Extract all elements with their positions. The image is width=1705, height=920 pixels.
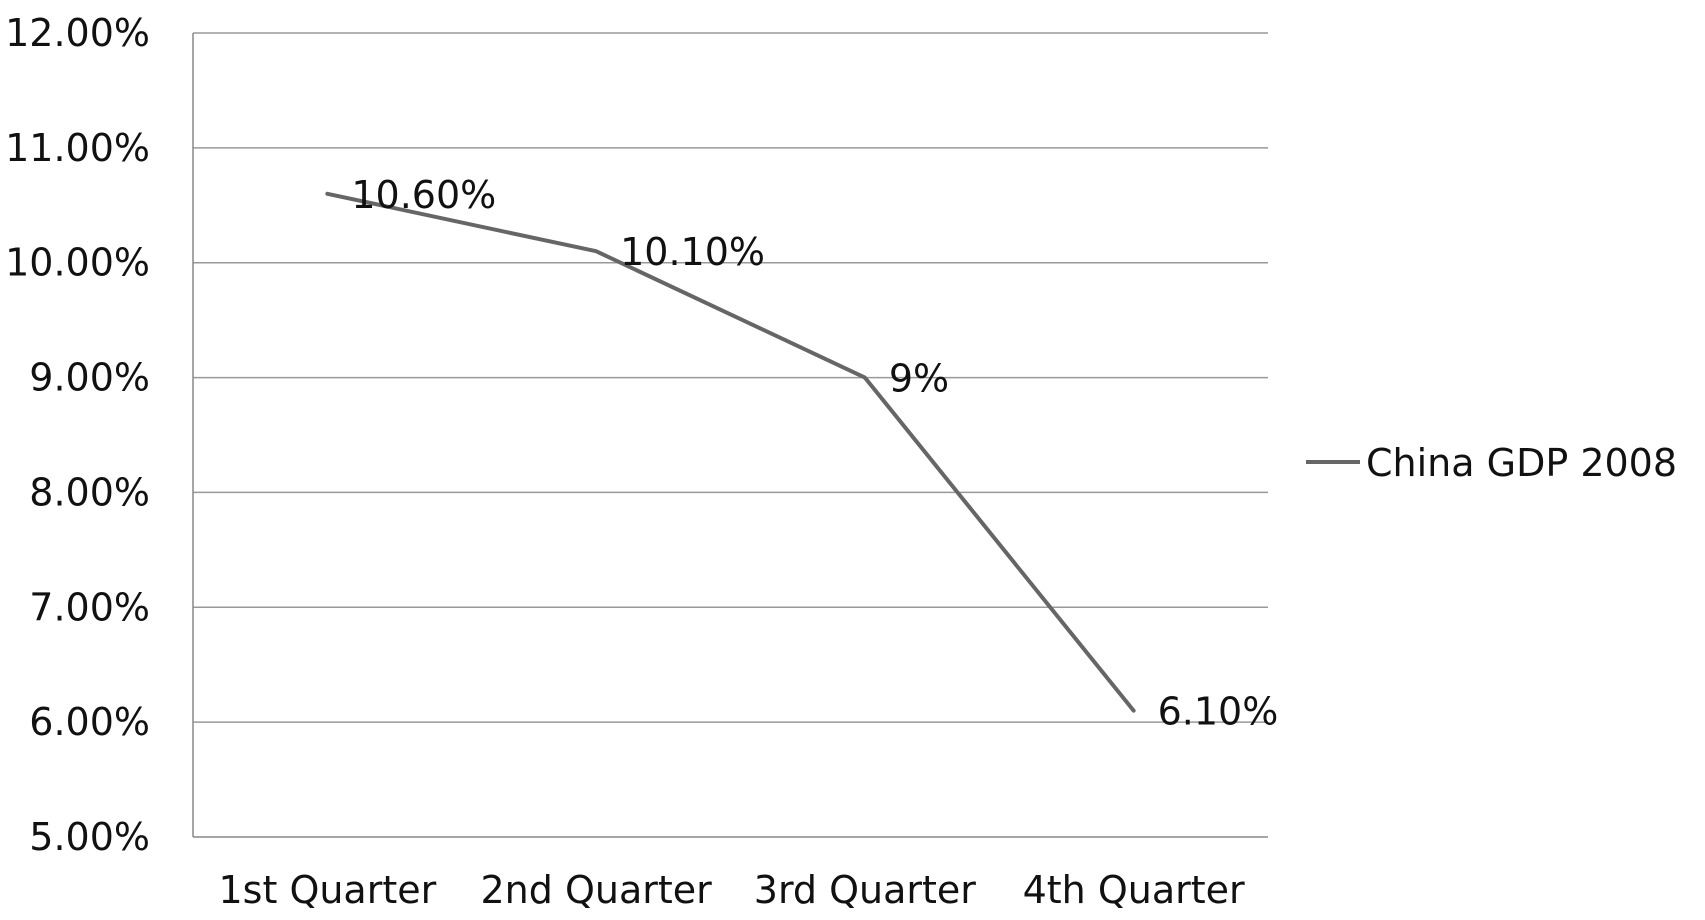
y-tick-label: 11.00% xyxy=(5,126,150,170)
x-tick-label: 3rd Quarter xyxy=(754,868,977,912)
x-tick-label: 1st Quarter xyxy=(218,868,436,912)
y-axis-tick-labels: 5.00% 6.00% 7.00% 8.00% 9.00% 10.00% 11.00% 12.… xyxy=(5,11,150,859)
data-label: 9% xyxy=(889,357,949,401)
x-tick-label: 4th Quarter xyxy=(1023,868,1245,912)
data-label: 10.60% xyxy=(351,173,496,217)
y-tick-label: 10.00% xyxy=(5,241,150,285)
series xyxy=(325,191,1136,713)
y-tick-label: 8.00% xyxy=(29,470,150,514)
y-tick-label: 9.00% xyxy=(29,356,150,400)
data-label: 6.10% xyxy=(1158,690,1279,734)
data-label: 10.10% xyxy=(620,230,765,274)
data-labels: 10.60% 10.10% 9% 6.10% xyxy=(351,173,1278,734)
legend: China GDP 2008 xyxy=(1306,441,1677,485)
y-tick-label: 7.00% xyxy=(29,585,150,629)
y-tick-label: 12.00% xyxy=(5,11,150,55)
gridlines xyxy=(193,32,1268,723)
axes xyxy=(192,33,1268,838)
x-tick-label: 2nd Quarter xyxy=(480,868,712,912)
y-tick-label: 6.00% xyxy=(29,700,150,744)
series-line xyxy=(325,191,1136,713)
legend-entry-label: China GDP 2008 xyxy=(1366,441,1677,485)
y-tick-label: 5.00% xyxy=(29,815,150,859)
x-axis-tick-labels: 1st Quarter 2nd Quarter 3rd Quarter 4th Qua… xyxy=(218,868,1245,912)
